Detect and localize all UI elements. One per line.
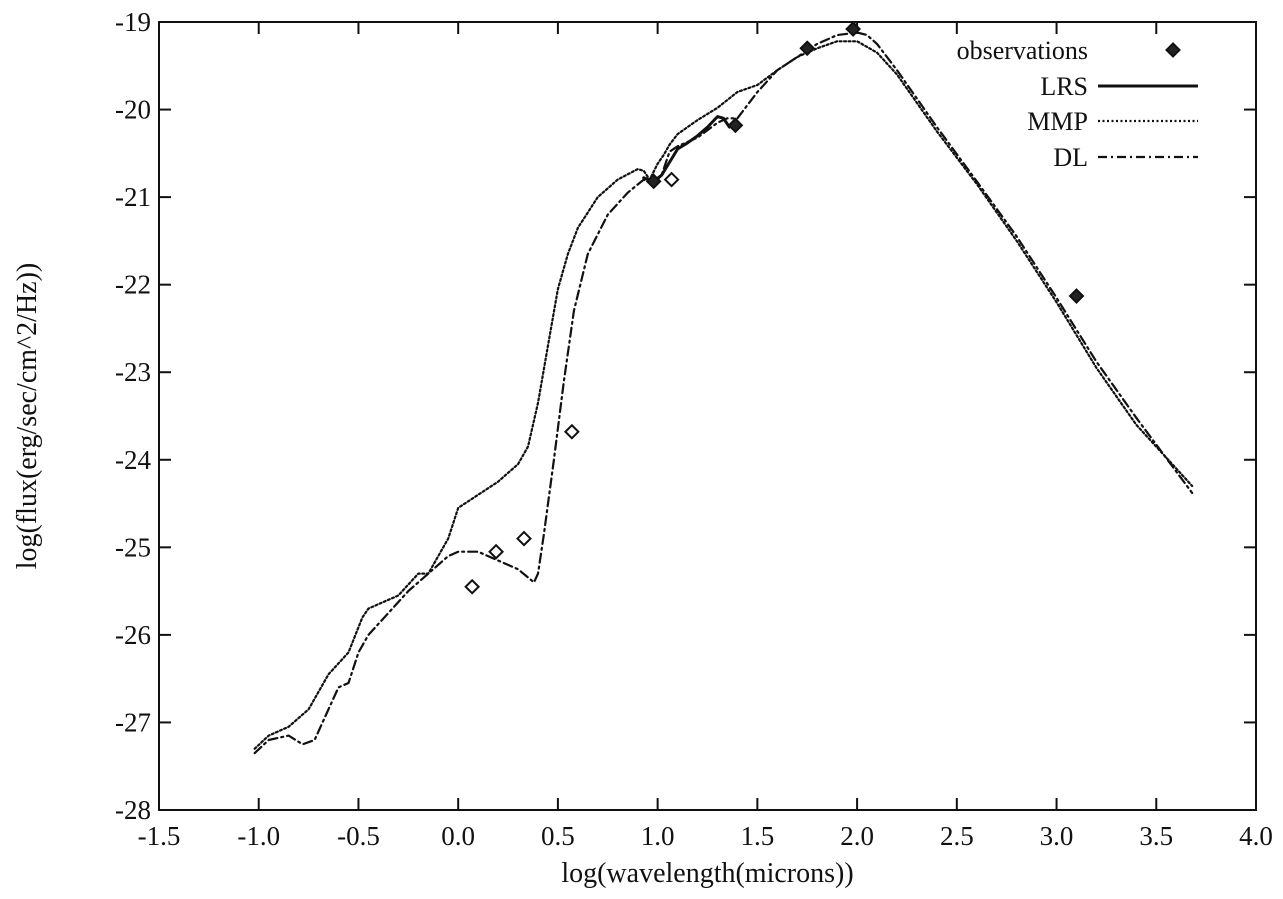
x-tick-label: 1.0 bbox=[641, 821, 675, 851]
x-tick-label: -1.0 bbox=[237, 821, 280, 851]
series-line-lrs bbox=[642, 115, 731, 183]
x-tick-label: 3.5 bbox=[1139, 821, 1173, 851]
series-line-dl bbox=[253, 31, 1194, 755]
x-tick-label: 2.0 bbox=[840, 821, 874, 851]
y-tick-label: -28 bbox=[115, 795, 151, 825]
observation-point bbox=[1068, 288, 1085, 304]
y-tick-label: -23 bbox=[115, 357, 151, 387]
y-tick-label: -21 bbox=[115, 182, 151, 212]
y-tick-label: -26 bbox=[115, 620, 151, 650]
observation-point bbox=[727, 117, 744, 134]
series-curves bbox=[253, 31, 1194, 755]
series-line-mmp bbox=[253, 40, 1194, 750]
x-tick-labels: -1.5 -1.0 -0.5 0.0 0.5 1.0 1.5 2.0 2.5 3.0 3.5 4.0 bbox=[138, 821, 1273, 851]
observation-point bbox=[488, 543, 504, 560]
observation-point bbox=[563, 423, 580, 440]
y-tick-label: -27 bbox=[115, 707, 151, 737]
x-axis-label: log(wavelength(microns)) bbox=[561, 858, 853, 889]
observation-points bbox=[464, 21, 1085, 595]
legend-label-dl: DL bbox=[1053, 143, 1088, 172]
legend: observations LRS MMP DL bbox=[957, 36, 1198, 172]
legend-label-mmp: MMP bbox=[1027, 107, 1088, 136]
x-tick-label: 2.5 bbox=[940, 821, 974, 851]
x-tick-label: -1.5 bbox=[138, 821, 181, 851]
legend-label-observations: observations bbox=[957, 36, 1088, 65]
observation-point bbox=[645, 173, 662, 190]
tick-marks bbox=[158, 21, 1257, 811]
x-tick-label: 4.0 bbox=[1239, 821, 1273, 851]
x-tick-label: 1.5 bbox=[740, 821, 774, 851]
legend-marker-observations bbox=[1165, 42, 1181, 58]
observation-point bbox=[799, 40, 816, 57]
observation-point bbox=[663, 171, 680, 188]
x-tick-label: 0.0 bbox=[441, 821, 475, 851]
x-tick-label: 0.5 bbox=[541, 821, 575, 851]
y-tick-label: -24 bbox=[115, 445, 151, 475]
observation-point bbox=[464, 578, 481, 595]
y-tick-label: -22 bbox=[115, 270, 151, 300]
observation-point bbox=[516, 530, 532, 547]
y-tick-label: -20 bbox=[115, 95, 151, 125]
observation-point bbox=[845, 21, 862, 37]
x-tick-label: 3.0 bbox=[1040, 821, 1074, 851]
y-tick-labels: -19 -20 -21 -22 -23 -24 -25 -26 -27 -28 bbox=[115, 7, 151, 825]
legend-label-lrs: LRS bbox=[1040, 72, 1088, 101]
y-tick-label: -25 bbox=[115, 532, 151, 562]
plot-frame bbox=[158, 21, 1257, 811]
x-tick-label: -0.5 bbox=[337, 821, 380, 851]
y-tick-label: -19 bbox=[115, 7, 151, 37]
y-axis-label: log(flux(erg/sec/cm^2/Hz)) bbox=[12, 263, 43, 570]
